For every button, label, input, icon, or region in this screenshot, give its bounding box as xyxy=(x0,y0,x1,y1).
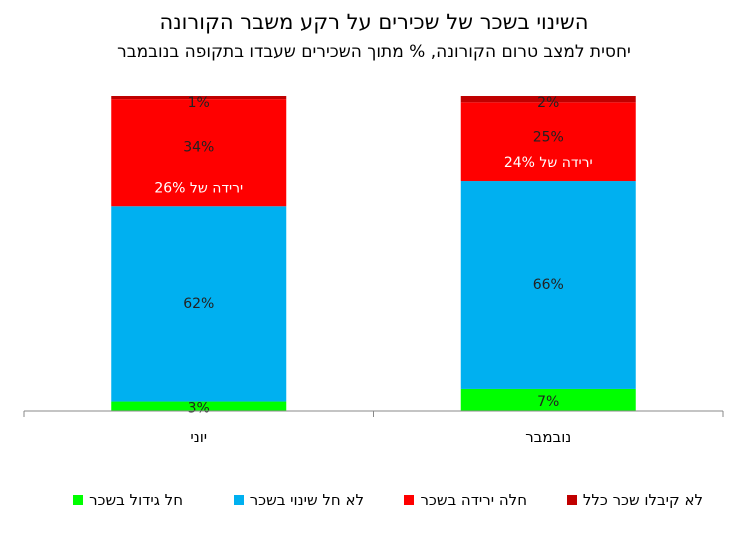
legend-swatch xyxy=(404,495,415,505)
bar-segment xyxy=(460,388,636,411)
bar-segment xyxy=(111,206,287,402)
data-label: 25% xyxy=(533,130,564,146)
bar-segment xyxy=(460,102,636,182)
bar-segment xyxy=(111,99,287,207)
chart-subtitle: יחסית למצב טרום הקורונה, % מתוך השכירים … xyxy=(117,42,631,62)
bar-segment xyxy=(111,96,287,100)
bar-segment xyxy=(111,401,287,411)
x-tick-label: יוני xyxy=(190,428,207,446)
legend-swatch xyxy=(566,495,577,505)
legend-label: חלה ירידה בשכר xyxy=(420,491,527,509)
legend-label: לא קיבלו שכר כלל xyxy=(582,491,703,509)
data-label: 66% xyxy=(533,277,564,293)
annotation-label: ירידה של 24% xyxy=(504,155,593,171)
data-label: 2% xyxy=(537,95,559,111)
chart-title: השינוי בשכר של שכירים על רקע משבר הקורונ… xyxy=(159,10,589,34)
bar-segment xyxy=(460,181,636,389)
bar-segment xyxy=(460,96,636,103)
legend-label: חל גידול בשכר xyxy=(89,491,183,509)
data-label: 1% xyxy=(188,95,210,111)
annotation-label: ירידה של 26% xyxy=(154,180,243,196)
legend-swatch xyxy=(73,495,84,505)
legend-swatch xyxy=(233,495,244,505)
x-tick-label: נובמבר xyxy=(525,428,571,446)
legend-label: לא חל שינוי בשכר xyxy=(249,491,364,509)
data-label: 62% xyxy=(183,296,214,312)
data-label: 3% xyxy=(188,400,210,416)
data-label: 34% xyxy=(183,139,214,155)
data-label: 7% xyxy=(537,394,559,410)
